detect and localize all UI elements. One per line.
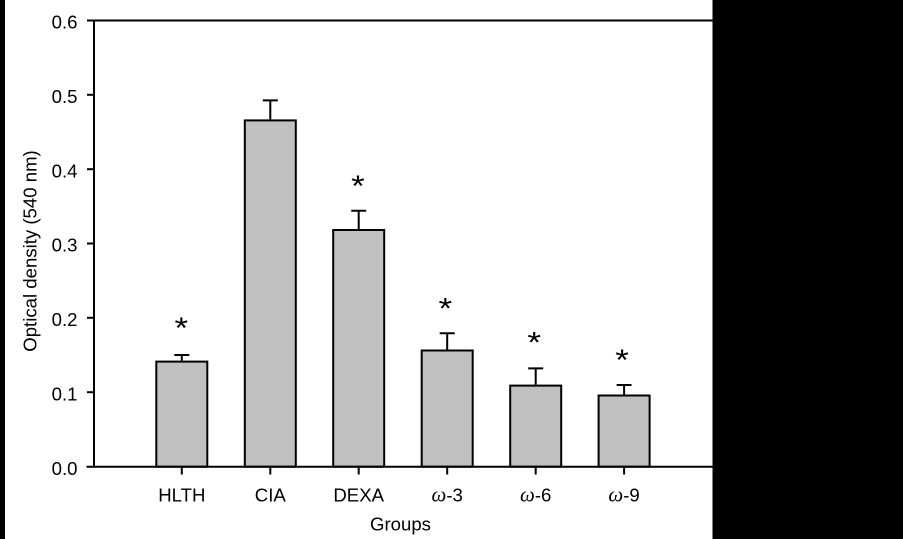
- svg-text:CIA: CIA: [255, 484, 287, 505]
- svg-text:HLTH: HLTH: [158, 484, 205, 505]
- svg-text:0.1: 0.1: [52, 383, 78, 404]
- svg-text:*: *: [615, 343, 629, 376]
- svg-text:*: *: [351, 169, 365, 202]
- svg-text:Optical density (540 nm): Optical density (540 nm): [19, 150, 40, 352]
- svg-text:0.6: 0.6: [52, 12, 78, 33]
- svg-text:0.5: 0.5: [52, 86, 78, 107]
- svg-text:DEXA: DEXA: [333, 484, 384, 505]
- svg-text:*: *: [438, 292, 452, 325]
- svg-text:ω-9: ω-9: [608, 482, 639, 506]
- svg-text:ω-3: ω-3: [432, 482, 463, 506]
- svg-text:0.2: 0.2: [52, 309, 78, 330]
- svg-text:0.4: 0.4: [52, 160, 78, 181]
- svg-text:Groups: Groups: [370, 514, 431, 535]
- svg-text:*: *: [174, 312, 188, 345]
- svg-text:*: *: [527, 326, 541, 359]
- svg-text:ω-6: ω-6: [520, 482, 551, 506]
- svg-text:0.3: 0.3: [52, 235, 78, 256]
- svg-text:0.0: 0.0: [52, 458, 78, 479]
